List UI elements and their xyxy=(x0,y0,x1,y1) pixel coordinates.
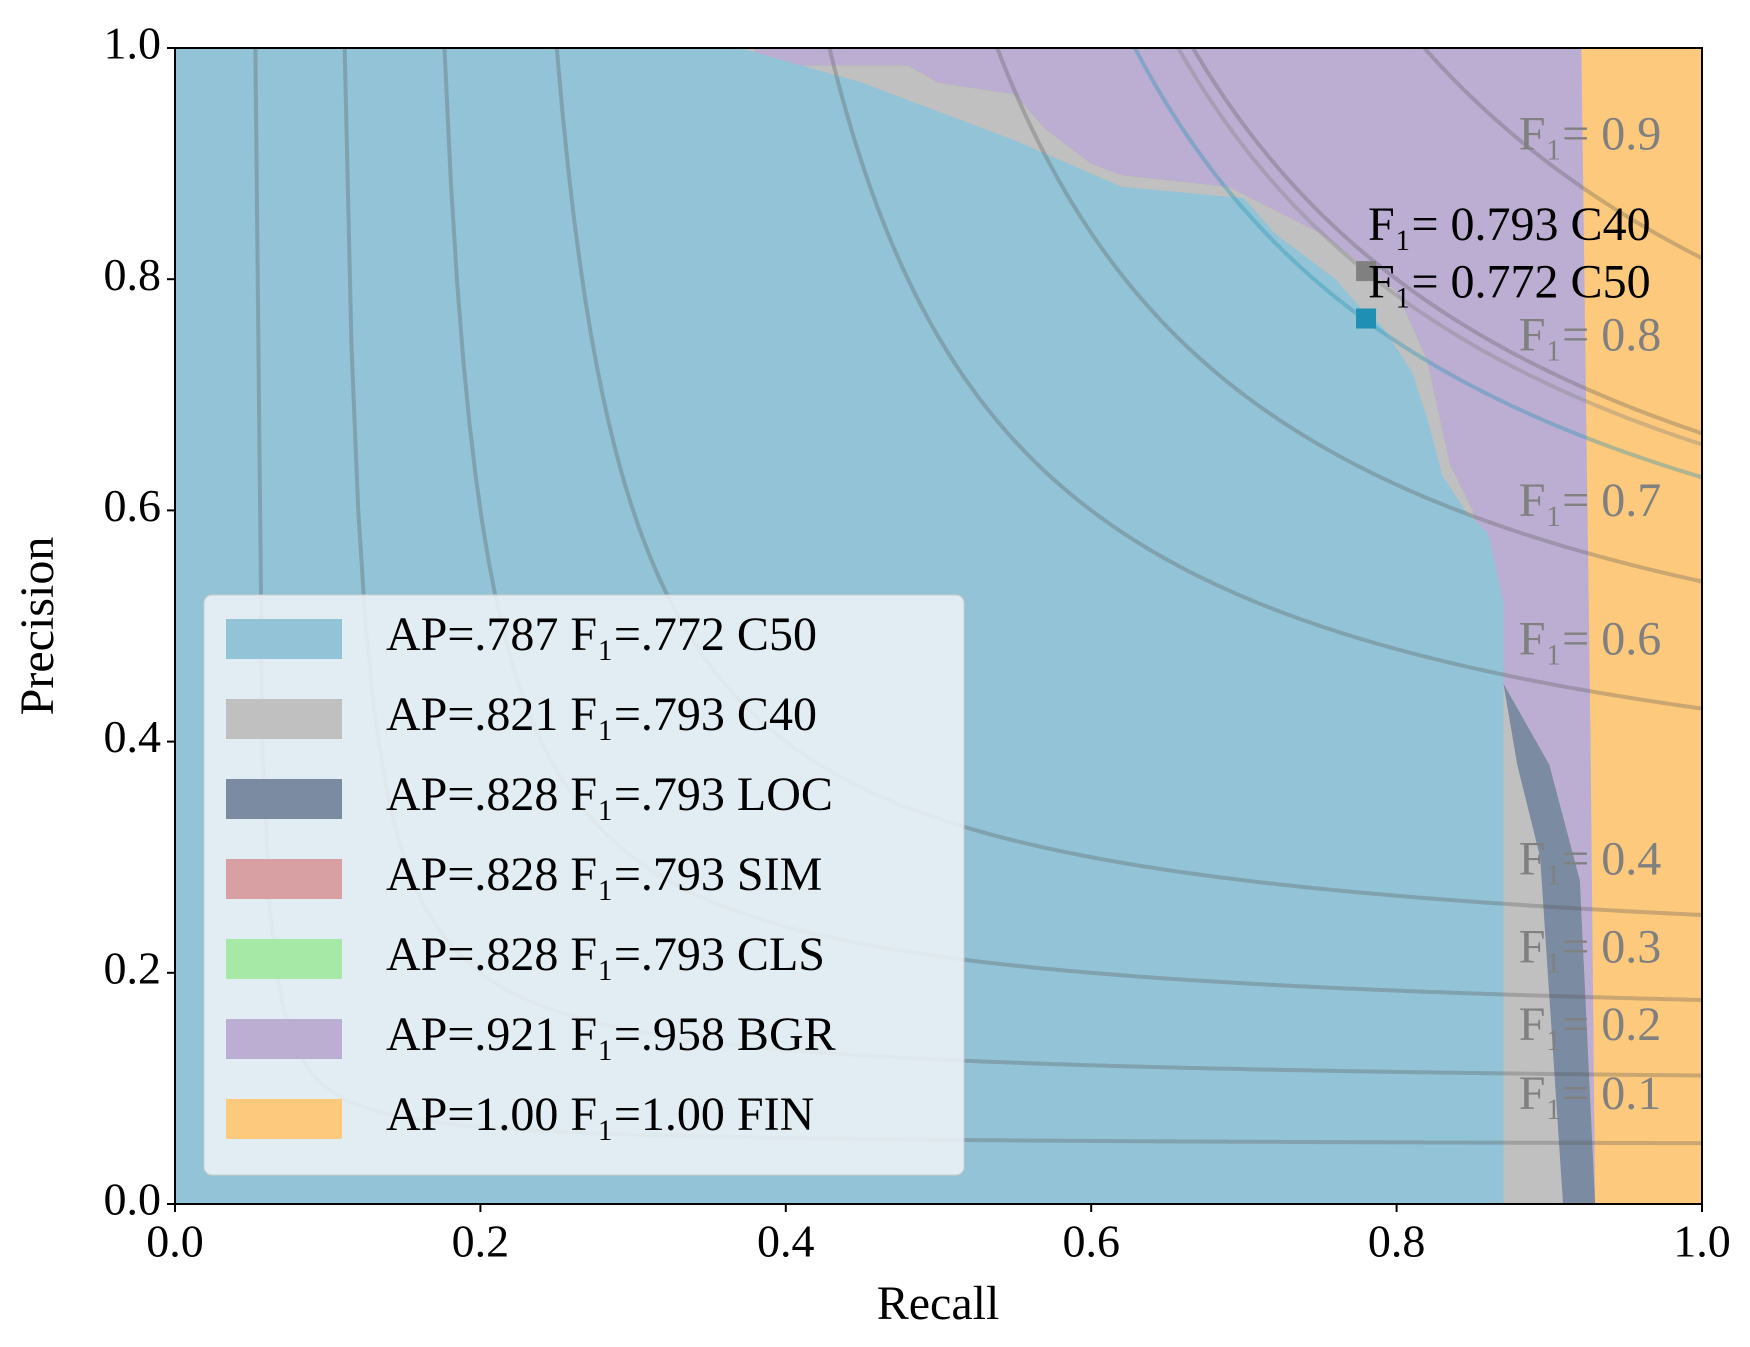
legend-label: AP=.828 F₁=.793 CLS xyxy=(386,928,825,981)
x-tick-label: 1.0 xyxy=(1673,1216,1731,1267)
legend-swatch xyxy=(226,699,342,739)
x-tick-label: 0.0 xyxy=(146,1216,204,1267)
point-label: F₁= 0.793 C40 xyxy=(1368,198,1651,251)
legend-swatch xyxy=(226,939,342,979)
f1-isoline xyxy=(827,47,1703,711)
legend-label: AP=1.00 F₁=1.00 FIN xyxy=(386,1088,814,1141)
legend-swatch xyxy=(226,619,342,659)
f1-isoline xyxy=(1176,47,1703,447)
x-tick-label: 0.8 xyxy=(1368,1216,1426,1267)
isoline-label: F₁= 0.2 xyxy=(1519,998,1662,1051)
isoline-label: F₁= 0.1 xyxy=(1519,1067,1662,1120)
legend-swatch xyxy=(226,1099,342,1139)
operating-point xyxy=(1356,308,1377,329)
isoline-label: F₁= 0.7 xyxy=(1519,474,1662,527)
legend-label: AP=.921 F₁=.958 BGR xyxy=(386,1008,836,1061)
isoline-label: F₁= 0.8 xyxy=(1519,308,1662,361)
plot-frame xyxy=(174,47,1703,1205)
isoline-label: F₁= 0.3 xyxy=(1519,921,1662,974)
operating-point xyxy=(1356,261,1377,282)
legend-swatch xyxy=(226,779,342,819)
x-axis-label: Recall xyxy=(877,1277,1000,1330)
x-tick-label: 0.4 xyxy=(757,1216,815,1267)
x-tick-label: 0.2 xyxy=(452,1216,510,1267)
x-tick-label: 0.6 xyxy=(1062,1216,1120,1267)
y-tick-label: 0.4 xyxy=(104,711,162,762)
f1-isoline xyxy=(1191,46,1703,436)
point-label: F₁= 0.772 C50 xyxy=(1368,256,1651,309)
legend-label: AP=.821 F₁=.793 C40 xyxy=(386,688,817,741)
f1-isoline xyxy=(995,47,1703,584)
legend-swatch xyxy=(226,859,342,899)
y-tick-label: 0.2 xyxy=(104,942,162,993)
f1-isoline xyxy=(1422,46,1703,260)
legend-label: AP=.828 F₁=.793 SIM xyxy=(386,848,822,901)
isoline-label: F₁= 0.9 xyxy=(1519,108,1662,161)
y-axis-label: Precision xyxy=(11,537,64,716)
legend-swatch xyxy=(226,1019,342,1059)
y-tick-label: 1.0 xyxy=(104,18,162,69)
y-tick-label: 0.0 xyxy=(104,1174,162,1225)
legend-label: AP=.787 F₁=.772 C50 xyxy=(386,608,817,661)
f1-isoline xyxy=(1133,47,1703,480)
isoline-label: F₁= 0.6 xyxy=(1519,613,1662,666)
y-tick-label: 0.6 xyxy=(104,480,162,531)
isoline-label: F₁= 0.4 xyxy=(1519,832,1662,885)
y-tick-label: 0.8 xyxy=(104,249,162,300)
legend-box xyxy=(203,594,965,1176)
legend-label: AP=.828 F₁=.793 LOC xyxy=(386,768,833,821)
